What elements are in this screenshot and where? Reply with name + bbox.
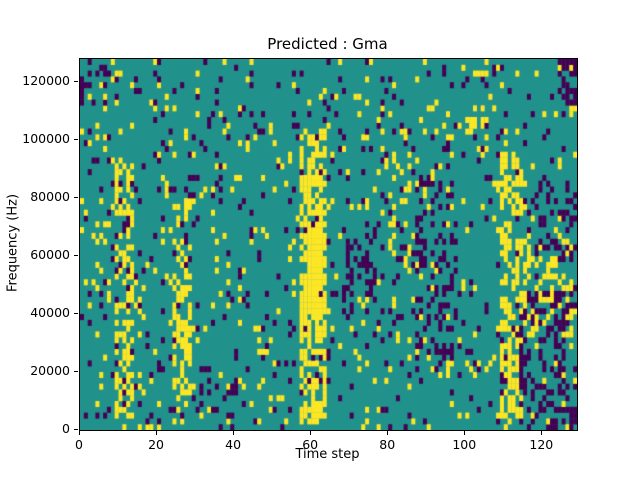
y-axis-label: Frequency (Hz) <box>5 193 21 293</box>
y-tick-label: 20000 <box>30 363 70 379</box>
x-tick-mark <box>541 431 543 435</box>
plot-area <box>79 58 578 431</box>
x-tick-mark <box>464 431 466 435</box>
y-tick-mark <box>74 81 78 83</box>
x-tick-mark <box>156 431 158 435</box>
x-tick-mark <box>233 431 235 435</box>
y-tick-mark <box>74 313 78 315</box>
heatmap-canvas <box>80 59 577 430</box>
y-tick-label: 0 <box>62 421 70 436</box>
x-tick-mark <box>310 431 312 435</box>
x-tick-label: 100 <box>452 437 477 452</box>
y-tick-label: 80000 <box>30 189 70 205</box>
x-tick-label: 20 <box>148 437 164 452</box>
x-tick-mark <box>79 431 80 435</box>
y-tick-label: 60000 <box>30 247 70 263</box>
x-tick-label: 0 <box>75 437 83 452</box>
chart-title: Predicted : Gma <box>267 35 388 53</box>
x-tick-label: 120 <box>529 437 554 452</box>
x-tick-label: 80 <box>379 437 396 452</box>
x-axis-label: Time step <box>295 447 360 462</box>
y-tick-label: 120000 <box>22 73 70 89</box>
y-tick-mark <box>74 139 78 141</box>
y-tick-mark <box>74 197 78 199</box>
y-tick-label: 40000 <box>30 305 70 321</box>
y-tick-mark <box>74 371 78 373</box>
x-tick-label: 40 <box>225 437 242 452</box>
x-tick-mark <box>387 431 389 435</box>
y-tick-label: 100000 <box>22 131 70 147</box>
y-tick-mark <box>74 429 78 430</box>
y-tick-mark <box>74 255 78 257</box>
x-tick-label: 60 <box>302 437 319 452</box>
